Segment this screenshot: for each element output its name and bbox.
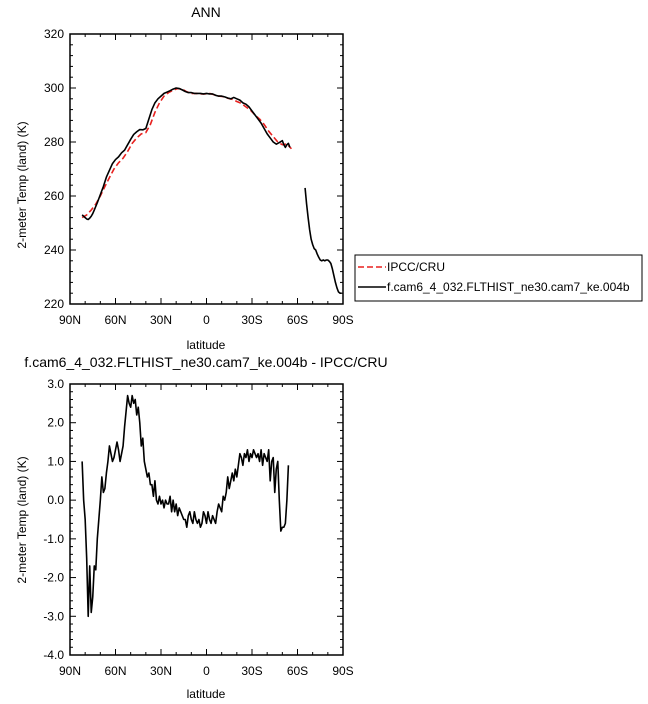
x-tick-label: 90N xyxy=(59,313,81,327)
x-tick-label: 0 xyxy=(203,313,210,327)
x-tick-label: 60N xyxy=(104,313,126,327)
y-tick-label: 280 xyxy=(44,135,64,149)
x-tick-label: 90S xyxy=(332,664,353,678)
y-tick-label: -4.0 xyxy=(43,648,64,662)
x-axis-label: latitude xyxy=(187,687,226,701)
y-tick-label: -2.0 xyxy=(43,571,64,585)
y-tick-label: 220 xyxy=(44,297,64,311)
y-tick-label: 300 xyxy=(44,81,64,95)
chart-title: f.cam6_4_032.FLTHIST_ne30.cam7_ke.004b -… xyxy=(24,354,387,370)
legend-box xyxy=(354,254,643,302)
series-line-ipcc-cru xyxy=(81,87,293,219)
x-tick-label: 60N xyxy=(104,664,126,678)
x-tick-label: 30S xyxy=(241,313,262,327)
x-tick-label: 30S xyxy=(241,664,262,678)
x-tick-label: 0 xyxy=(203,664,210,678)
series-line-f-cam6-4-032-flthist-ne30-cam7-ke-004b xyxy=(81,87,342,294)
x-tick-label: 60S xyxy=(287,313,308,327)
y-tick-label: 2.0 xyxy=(47,416,64,430)
plot-area-frame xyxy=(69,33,344,305)
x-tick-label: 90N xyxy=(59,664,81,678)
y-tick-label: 240 xyxy=(44,243,64,257)
y-axis-label: 2-meter Temp (land) (K) xyxy=(15,121,29,248)
y-tick-label: 0.0 xyxy=(47,493,64,507)
x-tick-label: 30N xyxy=(150,313,172,327)
y-tick-label: 320 xyxy=(44,27,64,41)
y-axis-label: 2-meter Temp (land) (K) xyxy=(15,456,29,583)
chart-title: ANN xyxy=(191,4,221,20)
x-axis-label: latitude xyxy=(187,338,226,352)
y-tick-label: -3.0 xyxy=(43,609,64,623)
temperature-panel: ANN 90N 60N 30N 0 30S 60S 90S 220 240 260 280 300 3… xyxy=(15,4,354,352)
plot-area-frame xyxy=(69,383,344,656)
x-tick-label: 60S xyxy=(287,664,308,678)
y-tick-label: 1.0 xyxy=(47,454,64,468)
x-tick-label: 90S xyxy=(332,313,353,327)
y-tick-label: 260 xyxy=(44,189,64,203)
series-line-difference xyxy=(81,394,290,618)
y-tick-label: -1.0 xyxy=(43,532,64,546)
legend-label-model: f.cam6_4_032.FLTHIST_ne30.cam7_ke.004b xyxy=(387,280,630,294)
legend-label-ipcc-cru: IPCC/CRU xyxy=(387,260,445,274)
legend: IPCC/CRU f.cam6_4_032.FLTHIST_ne30.cam7_… xyxy=(354,254,643,302)
difference-panel: f.cam6_4_032.FLTHIST_ne30.cam7_ke.004b -… xyxy=(15,354,388,701)
x-tick-label: 30N xyxy=(150,664,172,678)
y-tick-label: 3.0 xyxy=(47,377,64,391)
